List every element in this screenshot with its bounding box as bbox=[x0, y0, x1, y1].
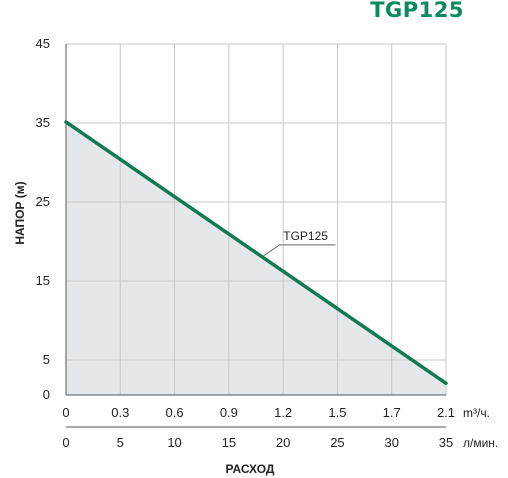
x-axis-unit: m³/ч. bbox=[463, 406, 490, 420]
x-tick-label: 20 bbox=[276, 435, 290, 450]
x-tick-label: 10 bbox=[167, 435, 181, 450]
x-tick-label: 0 bbox=[62, 435, 69, 450]
x-tick-label: 0.6 bbox=[166, 405, 184, 420]
y-tick-label: 0 bbox=[43, 387, 50, 402]
x-tick-label: 0 bbox=[62, 405, 69, 420]
x-axis-label: РАСХОД bbox=[225, 462, 275, 476]
y-tick-label: 45 bbox=[36, 36, 50, 51]
x-tick-label: 25 bbox=[330, 435, 344, 450]
x-tick-label: 0.9 bbox=[220, 405, 238, 420]
x-tick-label: 1.5 bbox=[328, 405, 346, 420]
x-tick-label: 30 bbox=[384, 435, 398, 450]
y-tick-label: 5 bbox=[43, 352, 50, 367]
x-tick-label: 1.2 bbox=[274, 405, 292, 420]
x-tick-label: 0.3 bbox=[111, 405, 129, 420]
x-tick-label: 1.7 bbox=[383, 405, 401, 420]
series-line-tgp125 bbox=[64, 120, 448, 386]
area-fill bbox=[66, 122, 446, 395]
y-tick-label: 15 bbox=[36, 273, 50, 288]
x-tick-label: 5 bbox=[117, 435, 124, 450]
x-tick-label: 15 bbox=[222, 435, 236, 450]
series-label-tgp125: TGP125 bbox=[283, 229, 328, 243]
x-tick-label: 35 bbox=[439, 435, 453, 450]
y-tick-label: 25 bbox=[36, 194, 50, 209]
x-tick-label: 2.1 bbox=[437, 405, 455, 420]
y-tick-label: 35 bbox=[36, 115, 50, 130]
chart-title: TGP125 bbox=[370, 0, 464, 22]
x-axis-unit: л/мин. bbox=[463, 436, 498, 450]
series-label-leader bbox=[263, 244, 336, 257]
